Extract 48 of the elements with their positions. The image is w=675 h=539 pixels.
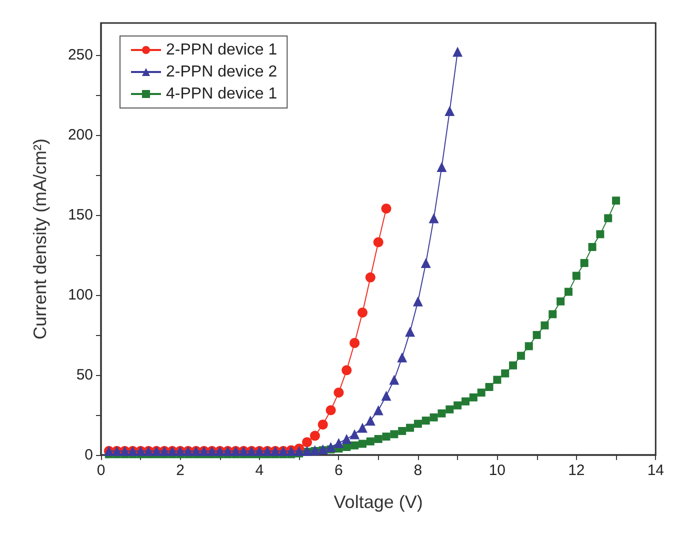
point — [397, 352, 408, 362]
y-tick-label: 250 — [68, 46, 93, 64]
y-tick-label: 50 — [76, 366, 93, 384]
point — [342, 434, 352, 444]
point — [389, 374, 400, 385]
point — [365, 272, 376, 282]
point — [420, 258, 431, 268]
point — [294, 446, 304, 456]
x-tick-label: 12 — [568, 462, 585, 479]
legend-label: 4-PPN device 1 — [166, 86, 278, 102]
y-tick-label: 100 — [68, 286, 93, 304]
point — [342, 365, 352, 376]
point — [405, 326, 416, 337]
point — [318, 420, 328, 430]
point — [365, 416, 376, 426]
point — [357, 422, 368, 433]
x-tick-label: 10 — [488, 462, 506, 479]
point — [350, 429, 360, 440]
y-axis-title: Current density (mA/cm²) — [30, 138, 50, 340]
x-tick-label: 0 — [96, 462, 106, 479]
point — [326, 442, 336, 452]
x-tick-label: 4 — [255, 462, 264, 479]
point — [381, 390, 392, 401]
point — [381, 204, 392, 214]
point — [326, 405, 336, 416]
x-axis-title: Voltage (V) — [334, 492, 423, 512]
point — [302, 437, 312, 448]
point — [452, 46, 463, 57]
point — [373, 237, 384, 248]
point — [444, 106, 455, 116]
x-tick-label: 8 — [414, 462, 422, 479]
y-tick-label: 150 — [68, 206, 93, 224]
point — [373, 405, 384, 416]
point — [436, 162, 447, 172]
x-tick-label: 14 — [647, 462, 664, 479]
legend-label: 2-PPN device 2 — [166, 64, 278, 80]
point — [334, 388, 344, 398]
point — [428, 213, 439, 224]
y-tick-label: 0 — [84, 446, 93, 464]
point — [310, 430, 320, 441]
y-tick-label: 200 — [68, 126, 93, 144]
x-tick-label: 6 — [334, 462, 343, 479]
legend-label: 2-PPN device 1 — [166, 42, 278, 58]
x-tick-label: 2 — [176, 462, 184, 479]
point — [357, 308, 368, 318]
point — [334, 438, 344, 448]
point — [412, 296, 423, 306]
point — [350, 338, 360, 348]
